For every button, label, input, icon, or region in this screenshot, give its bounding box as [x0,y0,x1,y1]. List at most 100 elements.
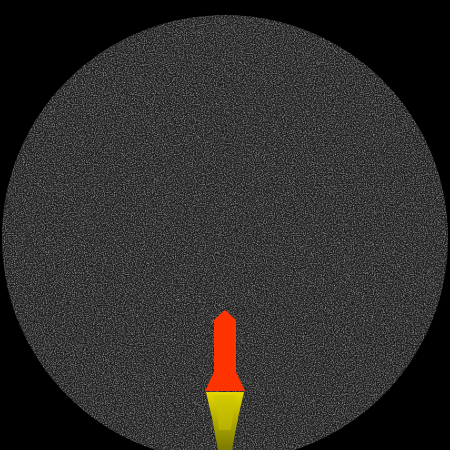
dust-speck [329,192,331,194]
dust-speck [146,403,147,405]
dust-speck [101,105,102,107]
dust-speck [216,278,218,280]
dust-speck [89,245,91,247]
dust-speck [36,266,37,268]
dust-speck [42,289,44,291]
dust-speck [112,103,114,105]
dust-speck [234,30,235,32]
dust-speck [280,60,282,62]
dust-speck [392,265,394,267]
dust-speck [270,34,272,36]
dust-speck [165,436,167,438]
dust-speck [389,198,391,200]
dust-speck [107,171,109,173]
dust-speck [419,235,420,237]
dust-speck [294,447,296,449]
dust-speck [50,118,52,120]
dust-speck [173,109,175,111]
dust-speck [394,181,396,183]
dust-speck [218,36,220,38]
dust-speck [338,84,340,86]
dust-speck [343,242,345,244]
dust-speck [38,273,40,275]
dust-speck [165,251,166,253]
dust-speck [212,120,214,122]
dust-speck [187,340,189,342]
dust-speck [46,269,48,271]
dust-speck [177,433,179,435]
dust-speck [201,308,203,310]
dust-speck [204,163,206,165]
dust-speck [221,287,223,288]
dust-speck [345,331,347,333]
dust-speck [322,278,324,280]
dust-speck [207,141,209,143]
dust-speck [203,112,205,114]
dust-speck [200,444,202,446]
dust-speck [23,162,25,164]
dust-speck [312,423,314,425]
dust-speck [263,372,264,374]
dust-speck [413,202,414,204]
dust-speck [86,161,88,163]
dust-speck [164,62,166,63]
dust-speck [344,224,346,226]
dust-speck [232,301,234,303]
dust-speck [110,144,111,146]
dust-speck [164,186,166,188]
dust-speck [329,47,331,49]
dust-speck [343,389,345,391]
dust-speck [209,254,211,256]
dust-speck [164,138,166,140]
dust-speck [277,366,279,368]
dust-speck [84,355,86,357]
dust-speck [324,87,326,89]
dust-speck [78,284,80,285]
dust-speck [264,140,265,142]
dust-speck [30,333,31,335]
dust-speck [50,107,52,109]
dust-speck [368,185,370,187]
dust-speck [301,246,303,248]
dust-speck [148,263,149,265]
dust-speck [149,269,151,270]
dust-speck [158,396,160,398]
dust-speck [304,134,306,136]
dust-speck [34,209,36,211]
dust-speck [93,196,95,198]
dust-speck [357,385,359,387]
dust-speck [192,415,194,417]
dust-speck [296,389,298,390]
dust-speck [407,230,409,232]
dust-speck [223,202,225,204]
dust-speck [287,366,289,368]
dust-speck [24,199,26,201]
dust-speck [43,348,45,350]
dust-speck [261,369,263,371]
dust-speck [245,323,247,325]
dust-speck [79,135,81,137]
dust-speck [434,182,436,184]
dust-speck [63,262,65,263]
dust-speck [247,319,248,321]
dust-speck [259,180,261,182]
dust-speck [393,318,395,320]
dust-speck [284,203,286,205]
dust-speck [230,309,232,310]
dust-speck [224,32,226,34]
dust-speck [146,378,148,380]
dust-speck [305,301,307,303]
dust-speck [29,140,31,142]
dust-speck [429,315,431,317]
dust-speck [172,364,174,366]
dust-speck [410,276,412,278]
dust-speck [298,232,300,234]
dust-speck [85,211,86,213]
dust-speck [74,353,76,355]
dust-speck [250,185,252,186]
dust-speck [129,350,131,352]
dust-speck [362,318,364,320]
dust-speck [255,88,257,90]
dust-speck [185,298,187,300]
dust-speck [318,47,320,49]
